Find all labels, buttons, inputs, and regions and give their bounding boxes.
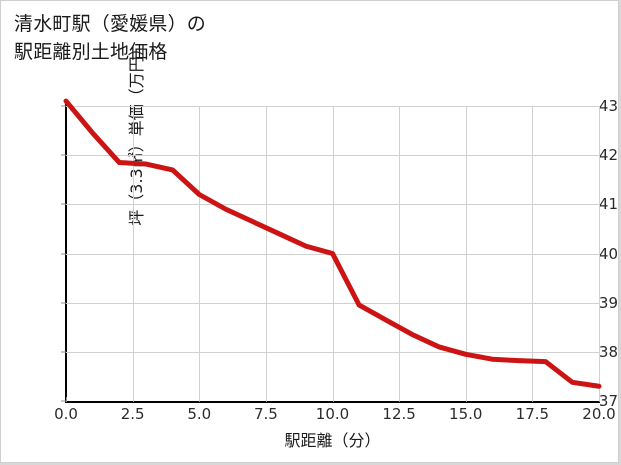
gridline-horizontal xyxy=(66,106,599,107)
gridline-horizontal xyxy=(66,303,599,304)
gridline-vertical xyxy=(266,106,267,401)
gridline-vertical xyxy=(133,106,134,401)
y-tick-mark xyxy=(61,400,66,402)
y-tick-mark xyxy=(61,203,66,205)
x-tick-label: 0.0 xyxy=(54,405,78,423)
x-tick-label: 7.5 xyxy=(253,405,278,423)
gridline-vertical xyxy=(599,106,600,401)
x-axis-label: 駅距離（分） xyxy=(284,431,381,450)
y-tick-label: 41 xyxy=(598,195,618,214)
x-tick-label: 2.5 xyxy=(120,405,145,423)
y-tick-label: 38 xyxy=(598,342,618,361)
y-tick-label: 37 xyxy=(598,392,618,410)
y-tick-label: 42 xyxy=(598,146,618,165)
series-line-chart xyxy=(63,98,602,389)
y-tick-mark xyxy=(61,154,66,156)
gridline-horizontal xyxy=(66,352,599,353)
series-line-koutsuka xyxy=(63,98,602,389)
y-tick-mark xyxy=(61,105,66,107)
x-tick-label: 12.5 xyxy=(382,405,416,423)
y-tick-label: 43 xyxy=(598,97,618,115)
x-tick-label: 5.0 xyxy=(187,405,212,423)
y-axis-spine xyxy=(65,104,67,403)
y-tick-mark xyxy=(61,351,66,353)
gridline-vertical xyxy=(399,106,400,401)
gridline-vertical xyxy=(199,106,200,401)
y-tick-mark xyxy=(61,302,66,304)
gridline-vertical xyxy=(532,106,533,401)
y-tick-mark xyxy=(61,253,66,254)
plot-area xyxy=(63,98,602,401)
x-tick-label: 15.0 xyxy=(449,405,483,423)
gridline-horizontal xyxy=(66,204,599,205)
y-tick-label: 40 xyxy=(598,244,618,263)
y-tick-label: 39 xyxy=(598,293,618,312)
x-tick-label: 20.0 xyxy=(582,405,616,423)
gridline-horizontal xyxy=(66,155,599,156)
x-tick-mark xyxy=(66,397,67,402)
x-axis-spine xyxy=(65,401,600,403)
x-tick-label: 10.0 xyxy=(315,405,350,423)
x-tick-label: 17.5 xyxy=(515,405,550,423)
chart-title: 清水町駅（愛媛県）の 駅距離別土地価格 xyxy=(14,13,207,63)
gridline-vertical xyxy=(466,106,467,401)
